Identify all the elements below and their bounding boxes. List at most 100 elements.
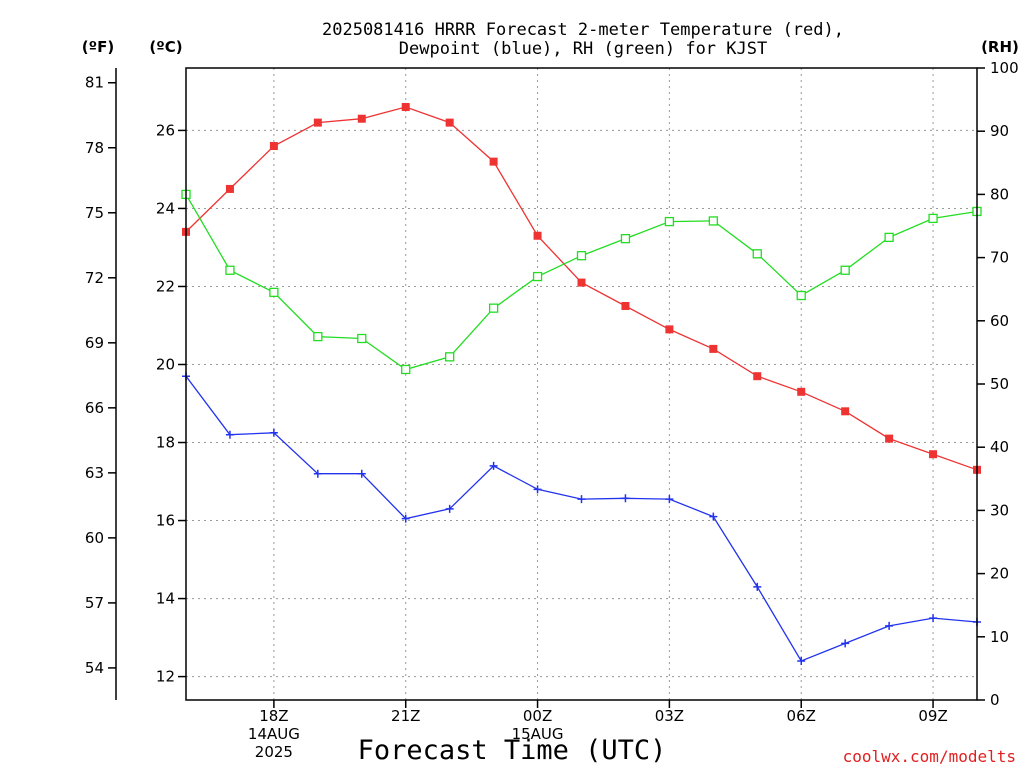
rh-point bbox=[928, 213, 938, 224]
fahrenheit-tick-label: 54 bbox=[85, 659, 104, 677]
rh-point bbox=[532, 271, 543, 282]
temperature-point bbox=[533, 231, 542, 240]
dewpoint-point bbox=[621, 494, 630, 503]
time-tick-label: 21Z bbox=[391, 707, 420, 725]
credit-text: coolwx.com/modelts bbox=[843, 747, 1016, 766]
celsius-tick-label: 24 bbox=[156, 199, 175, 217]
temperature-point bbox=[753, 372, 762, 381]
celsius-tick-label: 22 bbox=[156, 277, 175, 295]
temperature-point bbox=[665, 325, 674, 334]
time-tick-label: 15AUG bbox=[512, 725, 564, 743]
dewpoint-point bbox=[445, 504, 454, 513]
rh-point bbox=[664, 216, 675, 227]
rh-point bbox=[401, 364, 411, 375]
dewpoint-point bbox=[753, 582, 762, 591]
time-tick-label: 00Z bbox=[523, 707, 552, 725]
rh-point bbox=[576, 251, 587, 261]
temperature-point bbox=[445, 118, 454, 127]
fahrenheit-tick-label: 57 bbox=[85, 594, 104, 612]
rh-tick-label: 70 bbox=[990, 249, 1009, 267]
fahrenheit-tick-label: 78 bbox=[85, 139, 104, 157]
temperature-point bbox=[885, 434, 894, 443]
fahrenheit-tick-label: 66 bbox=[85, 399, 104, 417]
time-tick-label: 14AUG bbox=[248, 725, 300, 743]
celsius-tick-label: 20 bbox=[156, 355, 175, 373]
fahrenheit-tick-label: 60 bbox=[85, 529, 104, 547]
temperature-point bbox=[313, 118, 322, 127]
celsius-tick-label: 16 bbox=[156, 512, 175, 530]
rh-point bbox=[445, 352, 455, 362]
time-tick-label: 18Z bbox=[259, 707, 288, 725]
rh-point bbox=[796, 290, 806, 301]
series-layer bbox=[181, 103, 982, 665]
rh-tick-label: 40 bbox=[990, 438, 1009, 456]
time-tick-label: 03Z bbox=[655, 707, 684, 725]
dewpoint-point bbox=[929, 614, 938, 623]
grid-lines bbox=[186, 68, 977, 700]
rh-point bbox=[357, 333, 367, 344]
celsius-unit-label: (ºC) bbox=[149, 38, 182, 56]
rh-tick-label: 20 bbox=[990, 565, 1009, 583]
rh-point bbox=[620, 233, 631, 244]
dewpoint-point bbox=[709, 512, 718, 521]
rh-unit-label: (RH) bbox=[981, 38, 1019, 56]
celsius-tick-label: 12 bbox=[156, 668, 175, 686]
celsius-tick-label: 18 bbox=[156, 434, 175, 452]
fahrenheit-tick-label: 63 bbox=[85, 464, 104, 482]
fahrenheit-axis: 54 57 60 63 66 69 72 75 78 81 bbox=[85, 74, 116, 677]
rh-tick-label: 100 bbox=[990, 59, 1019, 77]
x-axis-label: Forecast Time (UTC) bbox=[358, 735, 667, 766]
fahrenheit-unit-label: (ºF) bbox=[82, 38, 114, 56]
temperature-point bbox=[797, 387, 806, 396]
temperature-point bbox=[357, 114, 366, 123]
time-tick-label: 2025 bbox=[255, 743, 293, 761]
rh-tick-label: 50 bbox=[990, 375, 1009, 393]
time-tick-label: 06Z bbox=[787, 707, 816, 725]
fahrenheit-tick-label: 81 bbox=[85, 74, 104, 92]
plot-frame bbox=[185, 67, 978, 701]
temperature-point bbox=[841, 407, 850, 416]
rh-tick-label: 10 bbox=[990, 628, 1009, 646]
chart-title-line2: Dewpoint (blue), RH (green) for KJST bbox=[399, 39, 767, 59]
fahrenheit-tick-label: 75 bbox=[85, 204, 104, 222]
fahrenheit-tick-label: 69 bbox=[85, 334, 104, 352]
rh-point bbox=[708, 216, 718, 226]
dewpoint-point bbox=[797, 656, 806, 665]
dewpoint-point bbox=[841, 639, 850, 648]
temperature-point bbox=[621, 301, 630, 310]
rh-axis: 0 10 20 30 40 50 60 70 80 90 100 bbox=[977, 59, 1019, 709]
temperature-point bbox=[225, 184, 234, 193]
celsius-axis: 12 14 16 18 20 22 24 26 bbox=[156, 121, 186, 686]
dewpoint-point bbox=[269, 428, 278, 437]
dewpoint-point bbox=[577, 495, 586, 504]
dewpoint-point bbox=[313, 469, 322, 478]
rh-tick-label: 0 bbox=[990, 691, 1000, 709]
rh-point bbox=[752, 249, 762, 259]
temperature-point bbox=[577, 278, 586, 287]
chart-title-line1: 2025081416 HRRR Forecast 2-meter Tempera… bbox=[322, 20, 844, 40]
dewpoint-point bbox=[357, 469, 366, 478]
temperature-point bbox=[401, 103, 410, 112]
time-tick-label: 09Z bbox=[918, 707, 947, 725]
rh-point bbox=[269, 287, 279, 298]
rh-point bbox=[488, 303, 499, 313]
dewpoint-point bbox=[401, 514, 410, 523]
dewpoint-point bbox=[885, 621, 894, 630]
dewpoint-point bbox=[665, 495, 674, 504]
temperature-point bbox=[929, 450, 938, 459]
rh-tick-label: 60 bbox=[990, 312, 1009, 330]
temperature-series-line bbox=[185, 106, 978, 471]
rh-point bbox=[840, 265, 850, 275]
fahrenheit-tick-label: 72 bbox=[85, 269, 104, 287]
temperature-point bbox=[269, 142, 278, 151]
rh-tick-label: 90 bbox=[990, 122, 1009, 140]
rh-point bbox=[313, 331, 323, 342]
rh-point bbox=[225, 265, 235, 275]
rh-point bbox=[884, 232, 894, 243]
temperature-point bbox=[489, 157, 498, 166]
celsius-tick-label: 26 bbox=[156, 121, 175, 139]
dewpoint-point bbox=[533, 485, 542, 494]
rh-tick-label: 30 bbox=[990, 501, 1009, 519]
